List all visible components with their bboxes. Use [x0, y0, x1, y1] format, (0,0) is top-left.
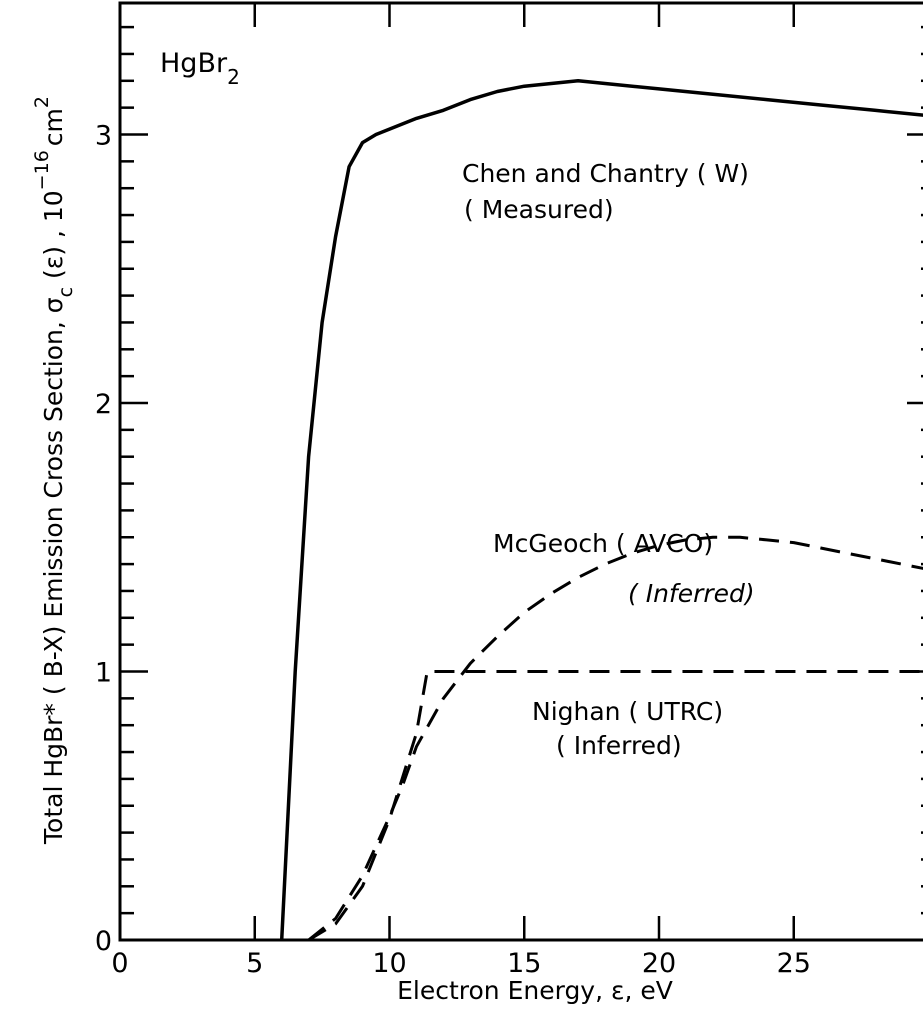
annotation-nighan-line2: ( Inferred)	[556, 731, 682, 760]
series-group	[279, 79, 923, 940]
x-tick-label: 0	[111, 948, 128, 979]
annotation-chen-line1: Chen and Chantry ( W)	[462, 159, 749, 188]
annotation-mcgeoch-line2: ( Inferred)	[628, 579, 755, 608]
series-line-chen-and-chantry-w	[279, 79, 923, 940]
y-tick-label: 0	[95, 926, 112, 957]
x-tick-label: 25	[777, 948, 811, 979]
series-line-nighan-utrc	[307, 670, 923, 940]
y-axis-title: Total HgBr* ( B-X) Emission Cross Sectio…	[31, 96, 77, 845]
annotation-mcgeoch: McGeoch ( AVCO) ( Inferred)	[493, 529, 755, 608]
y-tick-label: 3	[95, 121, 112, 152]
x-axis-title: Electron Energy, ε, eV	[397, 976, 673, 1005]
annotation-mcgeoch-line1: McGeoch ( AVCO)	[493, 529, 713, 558]
plot-frame	[118, 1, 923, 942]
y-tick-label: 1	[95, 658, 112, 689]
x-tick-label: 20	[642, 948, 676, 979]
annotation-chen-line2: ( Measured)	[464, 195, 614, 224]
x-tick-label: 15	[507, 948, 541, 979]
series-line-mcgeoch-avco	[307, 535, 923, 940]
annotation-nighan: Nighan ( UTRC) ( Inferred)	[532, 697, 723, 760]
x-tick-label: 5	[246, 948, 263, 979]
x-tick-label: 10	[372, 948, 406, 979]
chart-label: HgBr2	[160, 48, 240, 89]
annotation-chen: Chen and Chantry ( W) ( Measured)	[462, 159, 749, 224]
axis-ticks	[120, 3, 923, 940]
annotation-nighan-line1: Nighan ( UTRC)	[532, 697, 723, 726]
y-tick-label: 2	[95, 389, 112, 420]
tick-labels: 0 5 10 15 20 25 0 1 2 3	[95, 121, 811, 980]
